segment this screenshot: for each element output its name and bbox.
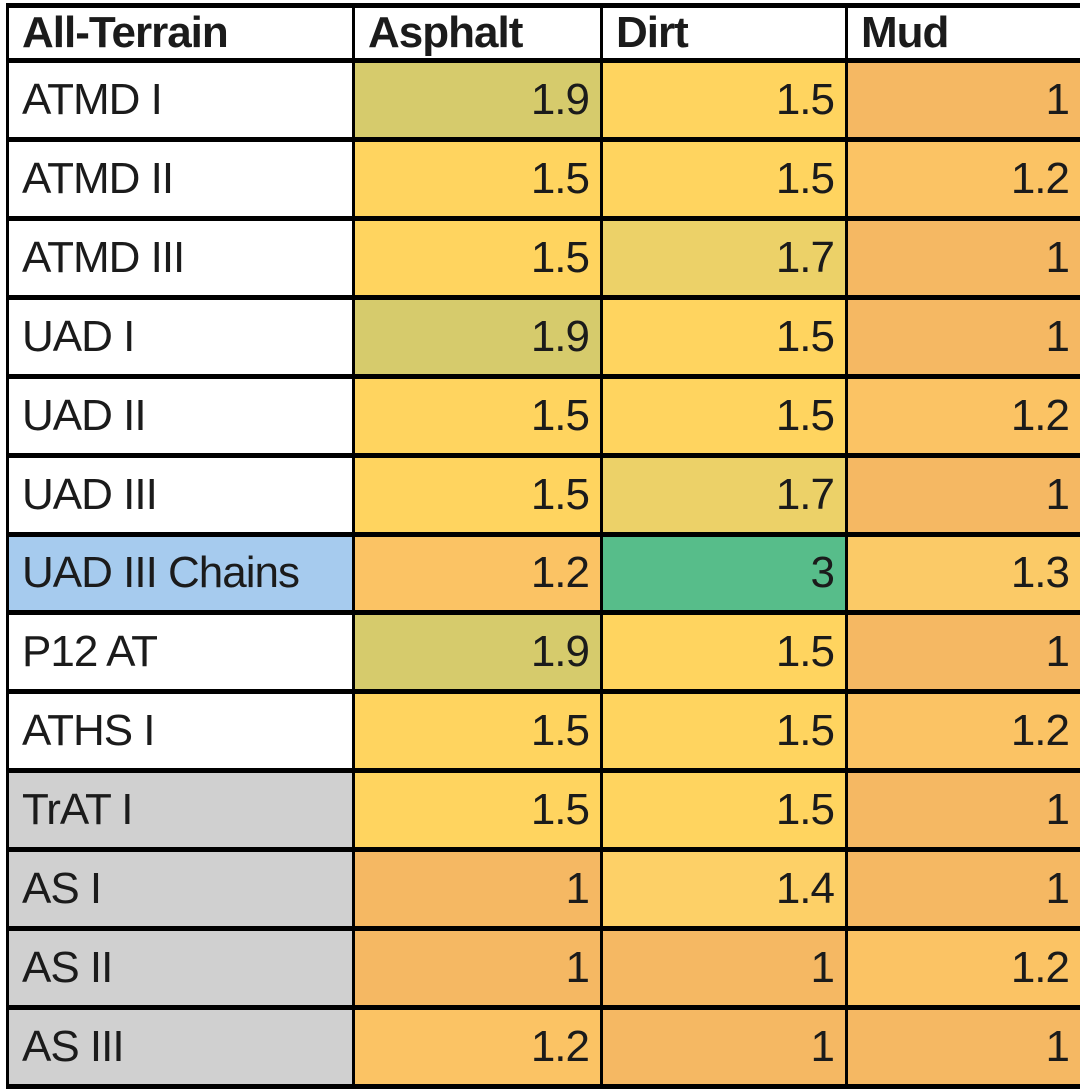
table-body: ATMD I 1.9 1.5 1 ATMD II 1.5 1.5 1.2 ATMD III 1.5… — [6, 58, 1080, 1089]
grip-value-cell[interactable]: 1.9 — [352, 294, 603, 379]
grip-value-cell[interactable]: 1 — [845, 215, 1080, 300]
table-row: P12 AT 1.9 1.5 1 — [6, 610, 1080, 695]
row-label-cell[interactable]: AS I — [6, 847, 355, 932]
grip-value-cell[interactable]: 1 — [352, 926, 603, 1011]
grip-value-cell[interactable]: 1.7 — [600, 452, 848, 537]
table-row: ATMD II 1.5 1.5 1.2 — [6, 136, 1080, 221]
grip-value-cell[interactable]: 1 — [845, 452, 1080, 537]
grip-value-cell[interactable]: 1.5 — [600, 768, 848, 853]
grip-value-cell[interactable]: 1.3 — [845, 531, 1080, 616]
grip-value-cell[interactable]: 1.9 — [352, 58, 603, 142]
grip-value-cell[interactable]: 1.2 — [845, 373, 1080, 458]
grip-value-cell[interactable]: 1 — [845, 58, 1080, 142]
table-row: TrAT I 1.5 1.5 1 — [6, 768, 1080, 853]
table-header: All-Terrain Asphalt Dirt Mud — [6, 3, 1080, 63]
table-row: ATMD I 1.9 1.5 1 — [6, 58, 1080, 142]
tire-grip-table: All-Terrain Asphalt Dirt Mud ATMD I 1.9 1.… — [6, 3, 1080, 1089]
grip-value-cell[interactable]: 1.2 — [352, 531, 603, 616]
grip-value-cell[interactable]: 1.5 — [600, 136, 848, 221]
grip-value-cell[interactable]: 1.2 — [845, 926, 1080, 1011]
grip-value-cell[interactable]: 1.5 — [600, 610, 848, 695]
grip-value-cell[interactable]: 1.5 — [352, 768, 603, 853]
table-row: AS I 1 1.4 1 — [6, 847, 1080, 932]
grip-value-cell[interactable]: 1 — [845, 768, 1080, 853]
table-row: AS III 1.2 1 1 — [6, 1005, 1080, 1089]
grip-value-cell[interactable]: 1.5 — [352, 689, 603, 774]
grip-value-cell[interactable]: 1.5 — [600, 58, 848, 142]
grip-value-cell[interactable]: 1.9 — [352, 610, 603, 695]
grip-value-cell[interactable]: 3 — [600, 531, 848, 616]
grip-value-cell[interactable]: 1.5 — [600, 294, 848, 379]
table-row: AS II 1 1 1.2 — [6, 926, 1080, 1011]
grip-value-cell[interactable]: 1 — [845, 294, 1080, 379]
header-cell-asphalt[interactable]: Asphalt — [352, 3, 603, 63]
row-label-cell[interactable]: UAD III Chains — [6, 531, 355, 616]
table-row: ATHS I 1.5 1.5 1.2 — [6, 689, 1080, 774]
row-label-cell[interactable]: UAD III — [6, 452, 355, 537]
row-label-cell[interactable]: ATMD II — [6, 136, 355, 221]
row-label-cell[interactable]: TrAT I — [6, 768, 355, 853]
grip-value-cell[interactable]: 1 — [600, 926, 848, 1011]
grip-value-cell[interactable]: 1.5 — [600, 689, 848, 774]
grip-value-cell[interactable]: 1.5 — [600, 373, 848, 458]
grip-value-cell[interactable]: 1.5 — [352, 136, 603, 221]
table-row: UAD I 1.9 1.5 1 — [6, 294, 1080, 379]
row-label-cell[interactable]: P12 AT — [6, 610, 355, 695]
table-row: UAD III Chains 1.2 3 1.3 — [6, 531, 1080, 616]
header-cell-all-terrain[interactable]: All-Terrain — [6, 3, 355, 63]
header-cell-dirt[interactable]: Dirt — [600, 3, 848, 63]
grip-value-cell[interactable]: 1.4 — [600, 847, 848, 932]
table-row: UAD III 1.5 1.7 1 — [6, 452, 1080, 537]
table-row: UAD II 1.5 1.5 1.2 — [6, 373, 1080, 458]
row-label-cell[interactable]: ATHS I — [6, 689, 355, 774]
grip-value-cell[interactable]: 1.2 — [845, 689, 1080, 774]
grip-value-cell[interactable]: 1.2 — [352, 1005, 603, 1089]
table-row: ATMD III 1.5 1.7 1 — [6, 215, 1080, 300]
grip-value-cell[interactable]: 1 — [845, 847, 1080, 932]
row-label-cell[interactable]: UAD II — [6, 373, 355, 458]
grip-value-cell[interactable]: 1 — [845, 1005, 1080, 1089]
row-label-cell[interactable]: AS III — [6, 1005, 355, 1089]
grip-value-cell[interactable]: 1 — [600, 1005, 848, 1089]
row-label-cell[interactable]: UAD I — [6, 294, 355, 379]
grip-value-cell[interactable]: 1.5 — [352, 215, 603, 300]
grip-value-cell[interactable]: 1.5 — [352, 373, 603, 458]
row-label-cell[interactable]: AS II — [6, 926, 355, 1011]
header-row: All-Terrain Asphalt Dirt Mud — [6, 3, 1080, 63]
grip-value-cell[interactable]: 1.2 — [845, 136, 1080, 221]
grip-value-cell[interactable]: 1 — [352, 847, 603, 932]
row-label-cell[interactable]: ATMD III — [6, 215, 355, 300]
grip-value-cell[interactable]: 1 — [845, 610, 1080, 695]
row-label-cell[interactable]: ATMD I — [6, 58, 355, 142]
grip-value-cell[interactable]: 1.7 — [600, 215, 848, 300]
grip-value-cell[interactable]: 1.5 — [352, 452, 603, 537]
header-cell-mud[interactable]: Mud — [845, 3, 1080, 63]
